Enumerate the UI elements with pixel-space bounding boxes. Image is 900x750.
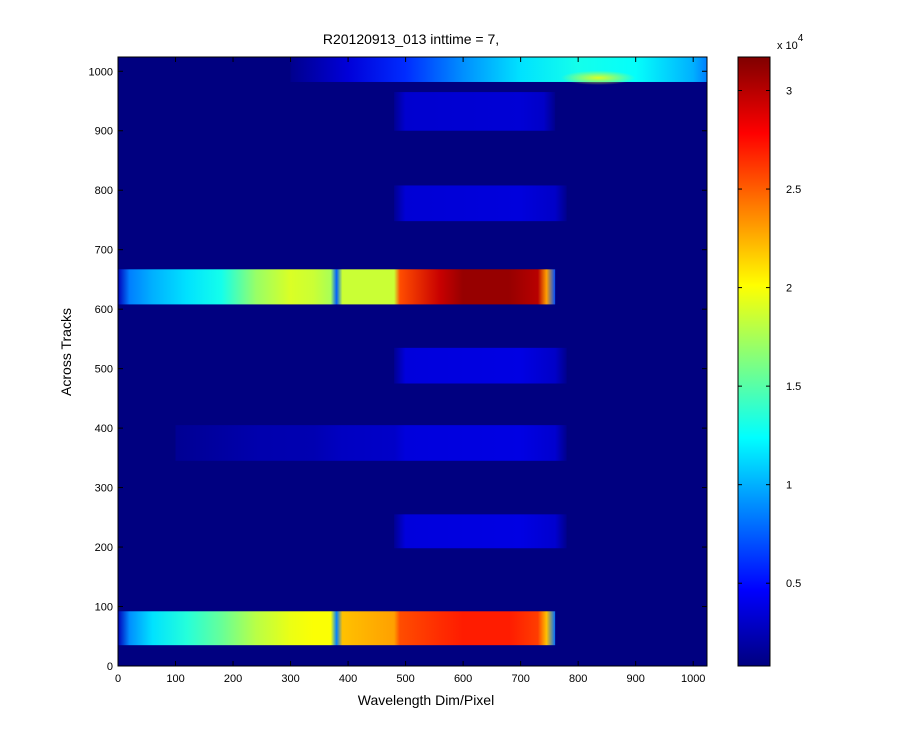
heatmap-band xyxy=(394,185,567,222)
heatmap-band xyxy=(175,425,567,461)
y-tick-label: 900 xyxy=(95,126,113,138)
y-axis-label: Across Tracks xyxy=(58,308,74,396)
colorbar-exponent: x 104 xyxy=(777,33,804,52)
y-axis: 0 100 200 300 400 500 600 700 800 900 1000 xyxy=(89,66,707,673)
heatmap-band xyxy=(394,347,567,384)
heatmap-image xyxy=(118,57,707,666)
x-tick-label: 900 xyxy=(626,673,644,685)
x-tick-label: 600 xyxy=(454,673,472,685)
x-tick-label: 800 xyxy=(569,673,587,685)
x-tick-label: 400 xyxy=(339,673,357,685)
heatmap-hotspot xyxy=(560,70,636,85)
y-tick-label: 1000 xyxy=(89,66,113,78)
colorbar-tick-label: 2.5 xyxy=(786,184,801,196)
colorbar-exponent-base: x 10 xyxy=(777,40,798,52)
x-tick-label: 200 xyxy=(224,673,242,685)
y-tick-label: 500 xyxy=(95,364,113,376)
colorbar-gradient xyxy=(738,57,770,666)
x-tick-label: 100 xyxy=(166,673,184,685)
x-axis: 0 100 200 300 400 500 600 700 800 900 1000 xyxy=(115,57,705,685)
colorbar-tick-label: 0.5 xyxy=(786,578,801,590)
y-tick-label: 800 xyxy=(95,185,113,197)
chart-title: R20120913_013 inttime = 7, xyxy=(323,31,499,47)
colorbar-frame xyxy=(737,56,771,667)
colorbar-tick-label: 1.5 xyxy=(786,381,801,393)
x-tick-label: 1000 xyxy=(681,673,705,685)
colorbar-tick-label: 2 xyxy=(786,283,792,295)
colorbar xyxy=(738,57,770,666)
colorbar-ticks: 0.5 1 1.5 2 2.5 3 xyxy=(738,86,801,590)
x-tick-label: 300 xyxy=(281,673,299,685)
colorbar-tick-label: 1 xyxy=(786,480,792,492)
heatmap-band xyxy=(118,611,556,646)
y-tick-label: 0 xyxy=(107,661,113,673)
y-tick-label: 700 xyxy=(95,245,113,257)
y-tick-label: 100 xyxy=(95,602,113,614)
plot-area xyxy=(117,56,708,667)
y-tick-label: 600 xyxy=(95,304,113,316)
y-tick-label: 200 xyxy=(95,542,113,554)
x-tick-label: 0 xyxy=(115,673,121,685)
x-tick-label: 700 xyxy=(511,673,529,685)
heatmap-band xyxy=(394,514,567,549)
heatmap-band xyxy=(118,269,556,305)
heatmap-band xyxy=(394,92,556,131)
x-tick-label: 500 xyxy=(396,673,414,685)
colorbar-exponent-power: 4 xyxy=(798,33,804,44)
x-axis-label: Wavelength Dim/Pixel xyxy=(358,692,494,708)
heatmap-band xyxy=(290,57,707,82)
y-tick-label: 400 xyxy=(95,423,113,435)
y-tick-label: 300 xyxy=(95,483,113,495)
colorbar-tick-label: 3 xyxy=(786,86,792,98)
